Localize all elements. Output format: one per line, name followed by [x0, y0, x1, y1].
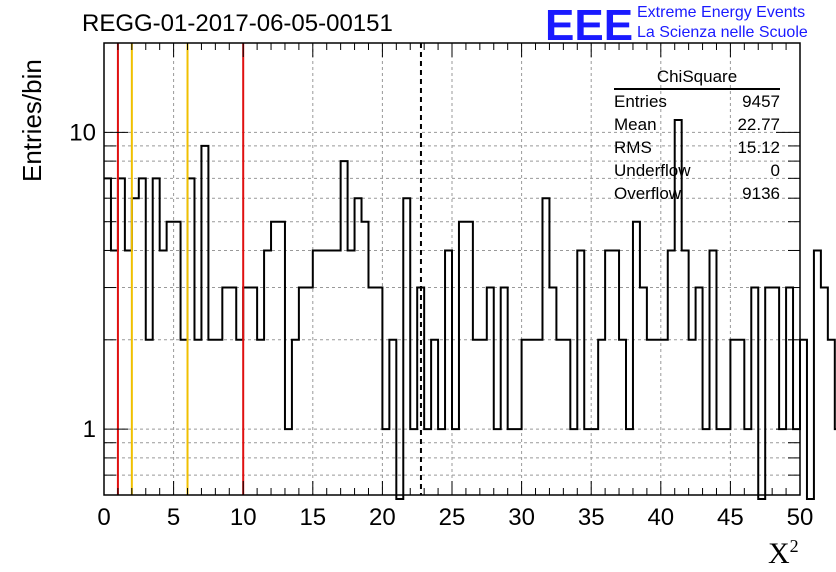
stats-label: Underflow	[614, 161, 691, 180]
y-tick-label: 1	[83, 416, 96, 443]
logo-line-1: Extreme Energy Events	[637, 4, 806, 21]
stats-row-overflow: Overflow 9136	[614, 182, 780, 205]
x-axis-label-base: X	[768, 537, 790, 570]
eee-logo-mark: EEE	[545, 2, 633, 44]
logo-line-2: La Scienza nelle Scuole	[637, 24, 808, 41]
stats-label: RMS	[614, 138, 652, 157]
x-tick-label: 15	[299, 504, 326, 531]
stats-value: 9457	[742, 92, 780, 111]
stats-value: 15.12	[737, 138, 780, 157]
chart-title: REGG-01-2017-06-05-00151	[82, 10, 393, 37]
stats-value: 22.77	[737, 115, 780, 134]
stats-label: Entries	[614, 92, 667, 111]
stats-row-mean: Mean 22.77	[614, 113, 780, 136]
x-tick-label: 35	[578, 504, 605, 531]
x-axis-label: X2	[768, 536, 799, 571]
stats-row-rms: RMS 15.12	[614, 136, 780, 159]
y-tick-label: 10	[69, 119, 96, 146]
x-tick-label: 30	[508, 504, 535, 531]
y-axis-label: Entries/bin	[17, 59, 47, 182]
stats-row-entries: Entries 9457	[614, 90, 780, 113]
stats-value: 9136	[742, 184, 780, 203]
x-tick-label: 10	[230, 504, 257, 531]
x-tick-label: 45	[717, 504, 744, 531]
stats-row-underflow: Underflow 0	[614, 159, 780, 182]
x-tick-label: 5	[167, 504, 180, 531]
x-tick-label: 0	[97, 504, 110, 531]
x-tick-label: 50	[787, 504, 814, 531]
stats-label: Mean	[614, 115, 657, 134]
eee-logo: EEE	[545, 2, 633, 44]
stats-title: ChiSquare	[614, 67, 780, 90]
stats-value: 0	[770, 161, 780, 180]
stats-box: ChiSquare Entries 9457 Mean 22.77 RMS 15.12…	[614, 67, 780, 205]
x-tick-label: 20	[369, 504, 396, 531]
x-tick-label: 40	[647, 504, 674, 531]
stats-label: Overflow	[614, 184, 682, 203]
x-tick-label: 25	[439, 504, 466, 531]
x-axis-label-sup: 2	[789, 536, 799, 556]
